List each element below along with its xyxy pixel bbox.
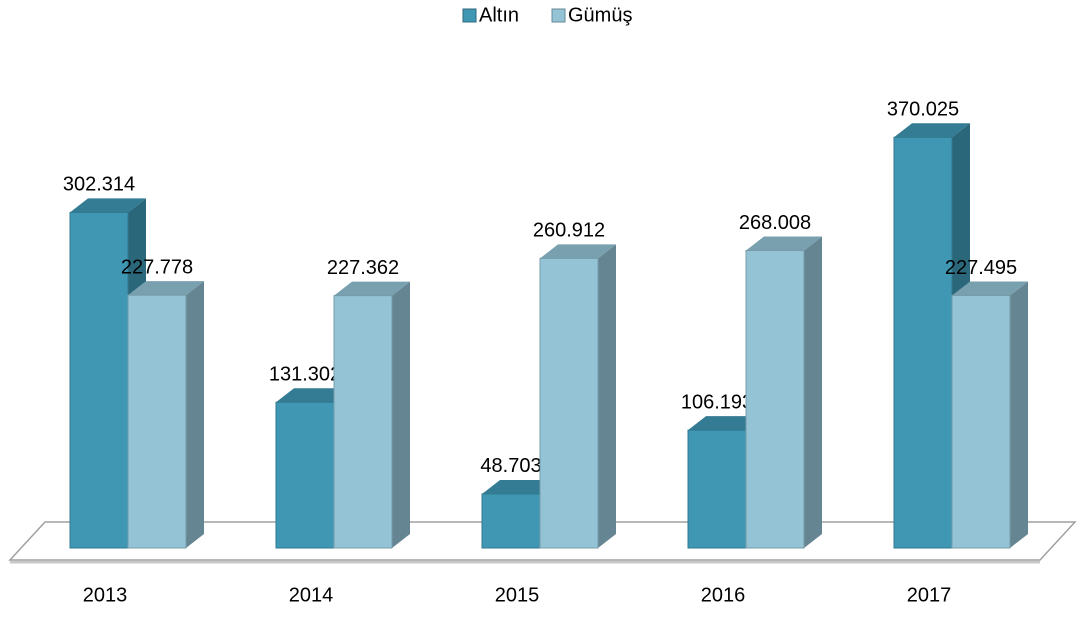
bar <box>333 295 393 549</box>
bar <box>481 493 541 549</box>
legend-swatch <box>462 8 477 23</box>
data-label: 131.302 <box>269 364 341 386</box>
bar <box>69 211 129 549</box>
bar <box>687 429 747 549</box>
bar-side <box>1010 281 1028 548</box>
data-label: 106.193 <box>681 391 753 413</box>
legend-label: Altın <box>479 4 519 26</box>
legend-swatch <box>551 8 566 23</box>
bar <box>951 294 1011 549</box>
bar <box>745 250 805 549</box>
bar-top <box>746 236 822 251</box>
legend-label: Gümüş <box>568 4 632 26</box>
bar-side <box>392 281 410 548</box>
bar <box>893 136 953 549</box>
bar-top <box>128 281 204 296</box>
x-tick-label: 2014 <box>289 584 334 606</box>
data-label: 48.703 <box>480 455 541 477</box>
data-label: 227.778 <box>121 256 193 278</box>
bar-top <box>276 388 352 403</box>
x-tick-label: 2015 <box>495 584 540 606</box>
bar-top <box>894 123 970 138</box>
bar-top <box>482 479 558 494</box>
bar <box>275 401 335 549</box>
x-tick-label: 2013 <box>83 584 128 606</box>
data-label: 302.314 <box>63 174 135 196</box>
bar-top <box>952 281 1028 296</box>
x-tick-label: 2016 <box>701 584 746 606</box>
data-label: 227.495 <box>945 257 1017 279</box>
data-label: 370.025 <box>887 99 959 121</box>
x-tick-label: 2017 <box>907 584 952 606</box>
bar-top <box>540 244 616 259</box>
bar-top <box>334 281 410 296</box>
bar <box>539 257 599 549</box>
data-label: 227.362 <box>327 257 399 279</box>
data-label: 268.008 <box>739 212 811 234</box>
bar-top <box>70 198 146 213</box>
bar-side <box>804 236 822 549</box>
bar-side <box>186 281 204 548</box>
bar-side <box>598 244 616 548</box>
data-label: 260.912 <box>533 220 605 242</box>
bar-top <box>688 416 764 431</box>
bar <box>127 294 187 549</box>
